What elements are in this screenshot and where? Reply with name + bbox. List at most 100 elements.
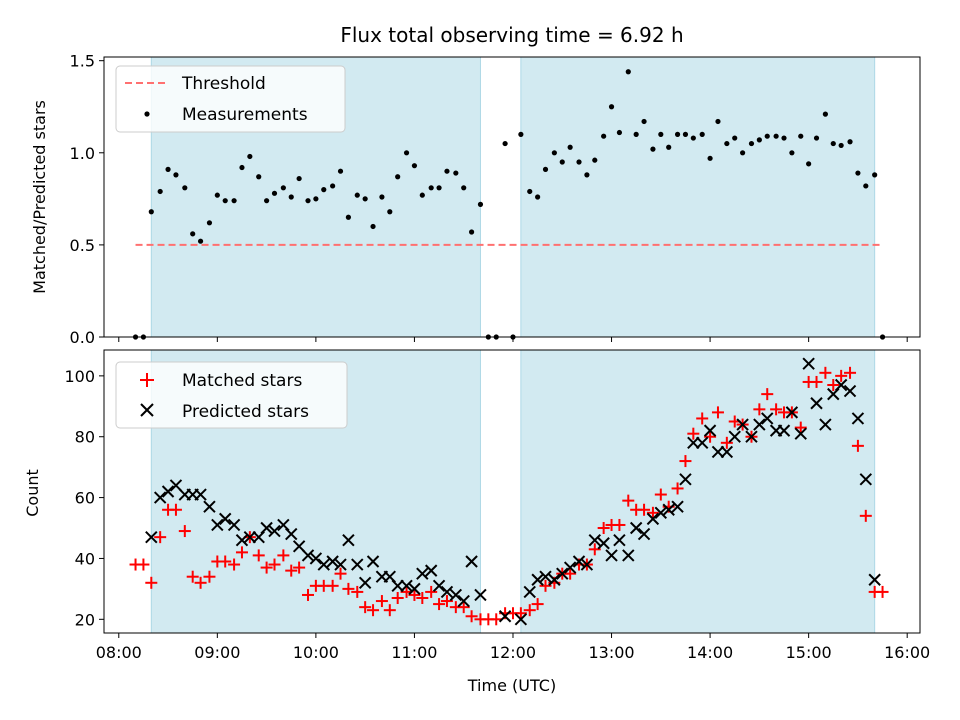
predicted-star-point (629, 521, 643, 535)
matched-star-point (416, 592, 429, 605)
predicted-star-x-b (285, 527, 298, 541)
x-tick-label: 09:00 (194, 643, 240, 662)
predicted-star-point (613, 533, 626, 547)
matched-star-point (827, 378, 840, 391)
predicted-stars-legend-label: Predicted stars (182, 402, 309, 422)
predicted-star-point (728, 430, 741, 443)
measurement-point (271, 190, 278, 196)
measurement-point (239, 164, 245, 171)
count-panel-y-label: Count (23, 469, 42, 517)
measurement-point (206, 220, 213, 226)
measurement-point (690, 135, 696, 141)
measurement-point (551, 150, 557, 156)
matched-star-point (654, 488, 667, 501)
matched-star-point (194, 576, 207, 589)
predicted-star-point (194, 488, 207, 501)
predicted-star-point (695, 436, 709, 450)
measurement-point (641, 118, 647, 125)
matched-star-point (367, 604, 380, 617)
measurement-point (576, 159, 582, 165)
predicted-star-x-b (465, 555, 478, 568)
measurement-point (231, 198, 237, 204)
predicted-star-point (753, 418, 766, 431)
predicted-star-point (588, 533, 601, 547)
predicted-star-x-b (588, 533, 601, 547)
predicted-star-x-b (440, 585, 454, 599)
predicted-star-x-b (629, 521, 643, 535)
matched-star-point (154, 531, 167, 544)
predicted-star-x-b (326, 555, 339, 568)
predicted-star-point (720, 445, 734, 459)
predicted-star-point (474, 588, 487, 602)
predicted-star-x-b (358, 576, 372, 589)
measurement-point (740, 150, 746, 156)
predicted-star-point (424, 564, 438, 577)
matched-star-point (302, 588, 314, 601)
predicted-stars-legend-swatch (140, 403, 154, 417)
ratio-panel-frame (103, 56, 921, 338)
x-axis-label: Time (UTC) (467, 676, 556, 695)
predicted-star-x-b (301, 549, 315, 562)
measurement-point (305, 198, 311, 204)
matched-star-point (876, 585, 889, 598)
measurement-point (748, 140, 755, 147)
matched-star-point (597, 522, 610, 535)
measurement-point (798, 133, 804, 139)
predicted-star-x-b (810, 397, 823, 410)
predicted-star-point (326, 555, 339, 568)
measurement-point (387, 209, 393, 215)
y-tick-label: 1.0 (70, 144, 95, 163)
matched-stars-legend-swatch (140, 373, 154, 387)
predicted-star-point (580, 558, 594, 571)
measurements-legend-label: Measurements (182, 105, 308, 125)
predicted-star-point (679, 473, 692, 486)
predicted-star-x-b (161, 485, 175, 498)
predicted-star-point (408, 582, 421, 596)
matched-star-point (696, 412, 709, 425)
matched-star-point (326, 579, 339, 592)
predicted-star-x-b (728, 430, 741, 443)
measurement-point (813, 135, 820, 141)
predicted-star-x-b (662, 503, 675, 516)
matched-star-point (252, 549, 265, 562)
predicted-star-point (843, 384, 857, 398)
predicted-star-x-b (416, 567, 429, 580)
measurement-point (518, 131, 524, 137)
predicted-star-point (317, 558, 330, 571)
predicted-star-point (523, 585, 536, 599)
measurement-point (625, 69, 631, 75)
measurement-point (354, 192, 360, 198)
predicted-star-point (662, 503, 675, 516)
matched-star-point (285, 564, 298, 577)
measurements-legend-swatch (144, 111, 150, 117)
matched-star-point (720, 436, 733, 449)
matched-star-point (810, 375, 823, 388)
predicted-star-point (654, 506, 668, 520)
predicted-star-point (351, 558, 364, 571)
predicted-star-x-b (613, 533, 626, 547)
measurement-point (633, 131, 639, 137)
predicted-star-x-b (383, 570, 397, 583)
predicted-star-point (531, 573, 544, 586)
x-tick-label: 16:00 (884, 643, 930, 662)
figure-title: Flux total observing time = 6.92 h (340, 23, 683, 47)
matched-star-point (819, 366, 832, 379)
predicted-star-x-b (646, 512, 660, 526)
matched-star-point (457, 601, 470, 614)
matched-star-point (687, 427, 700, 440)
predicted-star-x-b (777, 424, 791, 437)
predicted-star-point (391, 579, 404, 593)
predicted-stars-points (145, 357, 881, 626)
measurement-point (764, 133, 770, 139)
measurement-point (724, 140, 730, 147)
measurement-point (822, 111, 828, 117)
measurement-point (256, 174, 262, 180)
measurement-point (370, 223, 376, 230)
measurement-point (855, 170, 861, 176)
matched-star-point (203, 570, 216, 583)
predicted-star-x-b (671, 500, 684, 513)
measurement-point (165, 166, 171, 172)
predicted-star-x-b (605, 549, 618, 562)
predicted-star-x-b (843, 384, 857, 398)
measurement-point (337, 168, 344, 174)
